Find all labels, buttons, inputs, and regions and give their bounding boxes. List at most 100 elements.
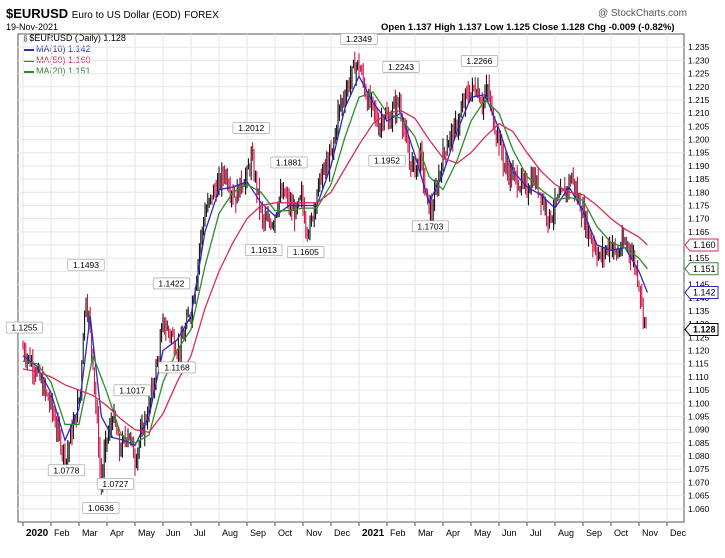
y-tick-label: 1.060 xyxy=(688,504,710,514)
x-tick-label: Sep xyxy=(250,528,266,538)
price-tag-label: 1.128 xyxy=(693,325,716,335)
legend-ma20: MA(20) 1.151 xyxy=(24,66,91,76)
annotation-box xyxy=(245,244,283,256)
legend-price: ⫾ $EURUSD (Daily) 1.128 xyxy=(24,33,126,44)
annotation-label: 1.1613 xyxy=(251,245,277,255)
chart-date: 19-Nov-2021 xyxy=(6,22,59,32)
ma50-line xyxy=(22,109,648,434)
x-tick-label: Feb xyxy=(54,528,70,538)
x-tick-label: Mar xyxy=(82,528,98,538)
price-tag-label: 1.142 xyxy=(693,288,716,298)
legend-ma10: MA(10) 1.142 xyxy=(24,44,91,54)
x-tick-label: Oct xyxy=(278,528,293,538)
x-tick-label: Dec xyxy=(670,528,687,538)
annotation-box xyxy=(411,220,449,233)
annotation-label: 1.0727 xyxy=(102,479,128,489)
annotation-box xyxy=(82,502,120,514)
y-tick-label: 1.220 xyxy=(688,82,710,92)
y-tick-label: 1.225 xyxy=(688,69,710,79)
ma20-swatch xyxy=(24,70,34,73)
legend-ma50-label: MA(50) 1.160 xyxy=(36,55,91,65)
y-tick-label: 1.085 xyxy=(688,438,710,448)
x-tick-label: Aug xyxy=(222,528,238,538)
annotation-label: 1.1703 xyxy=(417,221,443,231)
y-tick-label: 1.235 xyxy=(688,42,710,52)
x-tick-label: Nov xyxy=(642,528,659,538)
y-tick-label: 1.180 xyxy=(688,187,710,197)
annotation-box xyxy=(460,55,498,67)
x-tick-label: Dec xyxy=(334,528,351,538)
exchange-label: FOREX xyxy=(184,10,219,21)
x-tick-label: Apr xyxy=(446,528,460,538)
x-tick-label: Aug xyxy=(558,528,574,538)
symbol: $EURUSD xyxy=(6,6,69,21)
annotation-box xyxy=(382,61,420,73)
annotation-label: 1.2243 xyxy=(388,62,414,72)
annotation-label: 1.2266 xyxy=(466,56,492,66)
y-tick-label: 1.205 xyxy=(688,121,710,131)
x-tick-label: Apr xyxy=(110,528,124,538)
y-tick-label: 1.090 xyxy=(688,425,710,435)
y-tick-label: 1.165 xyxy=(688,227,710,237)
annotation-label: 1.1422 xyxy=(158,278,184,288)
legend-ma50: MA(50) 1.160 xyxy=(24,55,91,65)
annotation-box xyxy=(270,156,308,169)
symbol-description: Euro to US Dollar (EOD) xyxy=(71,10,181,21)
y-tick-label: 1.075 xyxy=(688,464,710,474)
x-tick-label: Feb xyxy=(390,528,406,538)
annotation-label: 1.2349 xyxy=(346,34,372,44)
annotation-box xyxy=(158,361,196,374)
annotation-label: 1.1605 xyxy=(293,247,319,257)
x-tick-label: Nov xyxy=(306,528,323,538)
y-tick-label: 1.140 xyxy=(688,293,710,303)
y-tick-label: 1.120 xyxy=(688,346,710,356)
legend-ma20-label: MA(20) 1.151 xyxy=(36,66,91,76)
annotation-box xyxy=(96,478,134,490)
ma10-swatch xyxy=(24,48,34,51)
copyright-label: @ StockCharts.com xyxy=(597,8,687,19)
annotation-box xyxy=(113,384,151,397)
x-tick-label: Oct xyxy=(614,528,629,538)
annotation-label: 1.2012 xyxy=(238,123,264,133)
annotation-box xyxy=(67,258,105,271)
legend-price-label: $EURUSD (Daily) 1.128 xyxy=(29,33,126,43)
annotation-box xyxy=(152,277,190,290)
annotation-box xyxy=(47,464,85,477)
legend-ma10-label: MA(10) 1.142 xyxy=(36,44,91,54)
y-tick-label: 1.100 xyxy=(688,398,710,408)
y-tick-label: 1.160 xyxy=(688,240,710,250)
price-tag-box xyxy=(684,322,719,336)
x-tick-label: Mar xyxy=(418,528,434,538)
ma10-line xyxy=(22,74,649,447)
y-tick-label: 1.155 xyxy=(688,253,710,263)
y-tick-label: 1.115 xyxy=(688,359,709,369)
y-tick-label: 1.210 xyxy=(688,108,710,118)
y-tick-label: 1.215 xyxy=(688,95,710,105)
x-tick-label: 2020 xyxy=(26,528,49,539)
candle-icon: ⫾ xyxy=(24,33,27,43)
x-tick-label: 2021 xyxy=(362,528,385,539)
annotation-label: 1.0778 xyxy=(53,465,79,475)
y-tick-label: 1.110 xyxy=(688,372,709,382)
annotation-label: 1.1952 xyxy=(374,156,400,166)
annotation-box xyxy=(232,122,270,134)
annotation-box xyxy=(340,33,378,45)
x-tick-label: Jun xyxy=(502,528,517,538)
ohlc-readout: Open 1.137 High 1.137 Low 1.125 Close 1.… xyxy=(381,22,675,33)
annotation-label: 1.1881 xyxy=(276,157,302,167)
x-tick-label: Sep xyxy=(586,528,602,538)
x-tick-label: Jul xyxy=(530,528,542,538)
annotation-label: 1.1493 xyxy=(73,260,99,270)
y-tick-label: 1.145 xyxy=(688,280,710,290)
annotation-box xyxy=(5,321,43,334)
annotation-box xyxy=(368,154,406,167)
symbol-title: $EURUSD Euro to US Dollar (EOD) FOREX xyxy=(6,6,219,21)
x-tick-label: May xyxy=(474,528,492,538)
y-tick-label: 1.185 xyxy=(688,174,710,184)
price-tag-label: 1.151 xyxy=(693,264,716,274)
annotation-label: 1.1168 xyxy=(164,362,190,372)
y-tick-label: 1.170 xyxy=(688,214,710,224)
x-tick-label: Jun xyxy=(166,528,181,538)
ma50-swatch xyxy=(24,59,34,62)
ma20-line xyxy=(22,91,648,444)
